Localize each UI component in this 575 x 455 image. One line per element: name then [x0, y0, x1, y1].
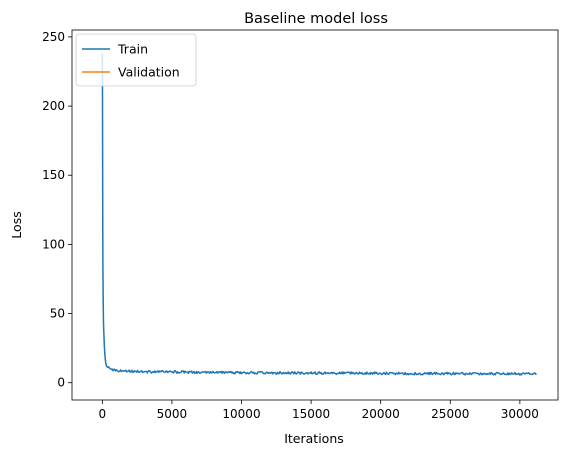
y-tick-label: 100	[42, 237, 65, 251]
chart-title: Baseline model loss	[244, 11, 388, 27]
y-axis-label: Loss	[9, 211, 24, 238]
x-axis: 0 5000 10000 15000 20000 25000 30000	[99, 400, 539, 421]
y-tick-label: 150	[42, 168, 65, 182]
legend: Train Validation	[75, 33, 197, 87]
axes-frame	[71, 29, 559, 401]
x-tick-label: 5000	[157, 407, 188, 421]
series-line-train	[101, 53, 537, 376]
y-axis: 0 50 100 150 200 250	[42, 30, 72, 390]
plot-area	[71, 29, 559, 401]
legend-box	[75, 33, 197, 87]
x-axis-label: Iterations	[284, 431, 344, 446]
legend-label-train: Train	[117, 42, 148, 57]
y-tick-label: 50	[50, 307, 65, 321]
x-tick-label: 20000	[362, 407, 400, 421]
legend-label-validation: Validation	[118, 65, 180, 80]
x-tick-label: 10000	[222, 407, 260, 421]
y-tick-label: 0	[57, 376, 65, 390]
x-tick-label: 30000	[501, 407, 539, 421]
x-tick-label: 15000	[292, 407, 330, 421]
y-tick-label: 250	[42, 30, 65, 44]
x-tick-label: 0	[99, 407, 107, 421]
x-tick-label: 25000	[431, 407, 469, 421]
y-tick-label: 200	[42, 99, 65, 113]
